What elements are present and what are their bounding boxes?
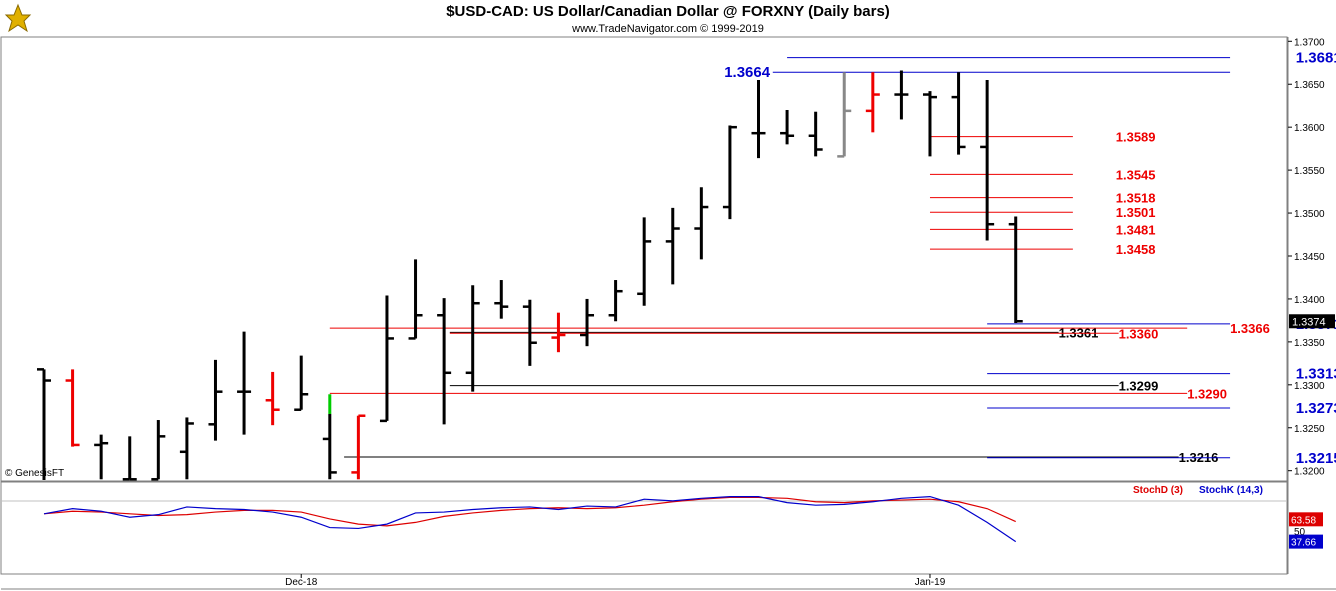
level-label: 1.3299 (1119, 379, 1159, 394)
stoch-line (43, 496, 1016, 527)
y-tick-label: 1.3450 (1294, 252, 1325, 263)
legend-stochk: StochK (14,3) (1199, 485, 1263, 496)
level-label: 1.3664 (724, 64, 771, 81)
last-price-label: 1.3374 (1292, 316, 1326, 328)
price-bar (122, 436, 137, 481)
price-bar (951, 72, 966, 155)
legend-stochd: StochD (3) (1133, 485, 1183, 496)
credit-label: © GenesisFT (5, 468, 65, 479)
level-label: 1.3273 (1296, 400, 1336, 417)
price-bar (208, 359, 223, 441)
stoch-line (43, 495, 1017, 543)
stoch-tick-label: 50 (1294, 527, 1306, 538)
y-tick-label: 1.3600 (1294, 123, 1325, 134)
price-bar (494, 280, 509, 319)
y-tick-label: 1.3250 (1294, 424, 1325, 435)
level-label: 1.3290 (1187, 386, 1227, 401)
price-bar (322, 394, 337, 480)
level-label: 1.3360 (1119, 326, 1159, 341)
price-bar (379, 295, 394, 423)
x-tick-label: Jan-19 (915, 577, 946, 588)
price-bar (151, 420, 166, 481)
price-panel (0, 36, 1288, 482)
price-bar (580, 298, 595, 347)
y-tick-label: 1.3400 (1294, 295, 1325, 306)
price-bar (179, 417, 194, 480)
price-bar (751, 79, 766, 159)
price-bar (465, 285, 480, 392)
price-bar (694, 187, 709, 260)
level-label: 1.3481 (1116, 222, 1156, 237)
level-label: 1.3313 (1296, 366, 1336, 383)
level-label: 1.3215 (1296, 450, 1336, 467)
chart-title: $USD-CAD: US Dollar/Canadian Dollar @ FO… (446, 3, 890, 20)
price-bar (551, 312, 566, 353)
price-bar (837, 72, 852, 158)
stochd-value: 63.58 (1291, 515, 1316, 526)
stoch-panel (0, 481, 1288, 575)
level-label: 1.3366 (1230, 321, 1270, 336)
level-label: 1.3518 (1116, 191, 1156, 206)
y-tick-label: 1.3650 (1294, 80, 1325, 91)
price-bar (437, 298, 452, 425)
price-bar (94, 434, 109, 480)
price-bar (351, 414, 366, 480)
y-tick-label: 1.3300 (1294, 381, 1325, 392)
last-price-box (1289, 314, 1335, 329)
y-tick-label: 1.3200 (1294, 467, 1325, 478)
x-tick-label: Dec-18 (285, 577, 318, 588)
price-bar (894, 70, 909, 120)
stochk-value-box (1289, 534, 1323, 549)
price-bar (522, 299, 537, 366)
level-label: 1.3545 (1116, 167, 1156, 182)
price-bar (865, 72, 880, 133)
y-tick-label: 1.3700 (1294, 37, 1325, 48)
price-bar (65, 369, 80, 447)
price-bar (637, 217, 652, 306)
logo (3, 2, 33, 34)
price-bar (780, 109, 795, 145)
price-bar (608, 280, 623, 322)
price-bar (1008, 216, 1023, 323)
y-tick-label: 1.3350 (1294, 338, 1325, 349)
price-bar (722, 125, 737, 220)
level-label: 1.3589 (1116, 130, 1156, 145)
price-bar (265, 371, 280, 426)
level-label: 1.3458 (1116, 242, 1156, 257)
price-bar (294, 355, 309, 411)
stochd-value-box (1289, 512, 1323, 527)
level-label: 1.3501 (1116, 205, 1156, 220)
price-bar (808, 111, 823, 157)
price-bar (665, 207, 680, 285)
price-bar (237, 331, 252, 435)
price-bar (980, 79, 995, 241)
y-tick-label: 1.3550 (1294, 166, 1325, 177)
price-bar (408, 259, 423, 340)
price-bar (922, 91, 937, 157)
stochk-value: 37.66 (1291, 538, 1316, 549)
price-bar (37, 368, 51, 480)
chart-subtitle: www.TradeNavigator.com © 1999-2019 (572, 23, 764, 35)
y-tick-label: 1.3500 (1294, 209, 1325, 220)
